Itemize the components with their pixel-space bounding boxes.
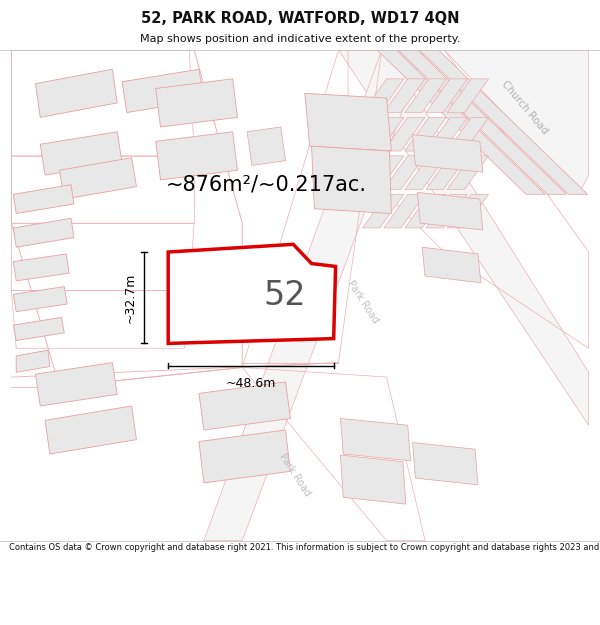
Polygon shape (59, 158, 136, 199)
Polygon shape (362, 79, 404, 112)
Polygon shape (426, 79, 467, 112)
Polygon shape (426, 118, 467, 151)
Polygon shape (405, 118, 446, 151)
Polygon shape (204, 50, 425, 541)
Polygon shape (340, 419, 410, 461)
Polygon shape (418, 192, 483, 230)
Polygon shape (35, 362, 117, 406)
Polygon shape (422, 248, 481, 282)
Polygon shape (426, 156, 467, 189)
Polygon shape (45, 406, 136, 454)
Polygon shape (168, 244, 335, 343)
Text: ~876m²/~0.217ac.: ~876m²/~0.217ac. (166, 174, 367, 194)
Polygon shape (13, 254, 69, 281)
Text: Map shows position and indicative extent of the property.: Map shows position and indicative extent… (140, 34, 460, 44)
Polygon shape (199, 382, 290, 430)
Polygon shape (413, 134, 483, 172)
Polygon shape (155, 79, 238, 127)
Polygon shape (155, 132, 238, 180)
Polygon shape (419, 50, 587, 194)
Polygon shape (16, 350, 50, 372)
Polygon shape (447, 194, 488, 228)
Polygon shape (413, 442, 478, 485)
Polygon shape (311, 146, 391, 214)
Polygon shape (383, 118, 425, 151)
Polygon shape (247, 127, 286, 166)
Text: ~32.7m: ~32.7m (124, 272, 136, 323)
Polygon shape (13, 287, 67, 312)
Text: Contains OS data © Crown copyright and database right 2021. This information is : Contains OS data © Crown copyright and d… (9, 543, 600, 552)
Polygon shape (383, 79, 425, 112)
Polygon shape (199, 430, 290, 483)
Polygon shape (362, 194, 404, 228)
Polygon shape (13, 318, 64, 341)
Polygon shape (426, 194, 467, 228)
Polygon shape (122, 69, 204, 112)
Text: ~48.6m: ~48.6m (226, 377, 276, 390)
Polygon shape (447, 118, 488, 151)
Polygon shape (362, 156, 404, 189)
Text: 52: 52 (264, 279, 307, 312)
Polygon shape (445, 50, 589, 194)
Polygon shape (40, 132, 122, 175)
Polygon shape (377, 50, 545, 194)
Polygon shape (405, 156, 446, 189)
Polygon shape (340, 455, 406, 504)
Polygon shape (447, 156, 488, 189)
Text: 52, PARK ROAD, WATFORD, WD17 4QN: 52, PARK ROAD, WATFORD, WD17 4QN (141, 11, 459, 26)
Polygon shape (405, 194, 446, 228)
Polygon shape (447, 79, 488, 112)
Polygon shape (13, 184, 74, 214)
Polygon shape (405, 79, 446, 112)
Polygon shape (305, 93, 391, 151)
Text: Park Road: Park Road (345, 279, 380, 325)
Polygon shape (383, 194, 425, 228)
Polygon shape (362, 118, 404, 151)
Text: Church Road: Church Road (499, 79, 550, 136)
Polygon shape (383, 156, 425, 189)
Polygon shape (13, 218, 74, 248)
Polygon shape (398, 50, 566, 194)
Polygon shape (338, 50, 589, 425)
Polygon shape (35, 69, 117, 118)
Text: Park Road: Park Road (278, 452, 313, 498)
